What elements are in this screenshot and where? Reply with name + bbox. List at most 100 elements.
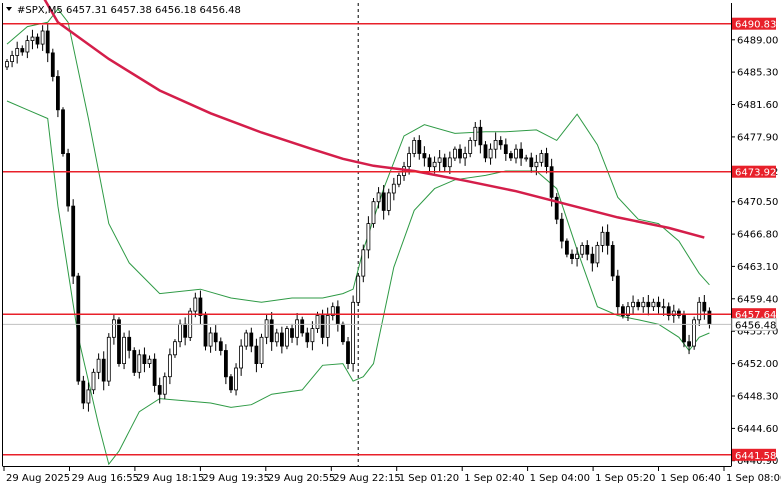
candle-body (25, 40, 30, 53)
candle-body (127, 336, 132, 351)
x-tick-label: 1 Sep 05:20 (595, 473, 655, 484)
x-tick-label: 29 Aug 16:55 (72, 473, 139, 484)
candle-body (279, 332, 284, 347)
candle-body (427, 157, 432, 168)
y-tick-label: 6440.90 (737, 456, 778, 467)
candle-body (96, 358, 101, 373)
candle-body (422, 153, 427, 159)
candle-body (56, 76, 60, 111)
candle-body (468, 139, 473, 154)
candle-body (661, 306, 666, 309)
candle-body (239, 345, 244, 369)
menu-triangle-icon[interactable] (6, 7, 12, 11)
candles-layer (5, 23, 712, 412)
candle-body (330, 306, 335, 316)
candle-body (351, 301, 356, 364)
candle-body (335, 306, 340, 325)
candle-body (478, 126, 483, 146)
candle-body (488, 148, 493, 159)
candle-body (259, 336, 264, 364)
candle-body (274, 332, 279, 343)
candle-body (437, 157, 442, 163)
candle-body (137, 354, 142, 373)
candle-body (167, 354, 172, 378)
candle-body (529, 157, 534, 168)
candle-body (81, 380, 86, 404)
candle-body (707, 310, 712, 325)
candle-body (432, 161, 437, 168)
x-tick-label: 1 Sep 01:20 (399, 473, 459, 484)
candle-body (580, 244, 585, 255)
candle-body (86, 389, 91, 404)
candle-body (376, 192, 381, 203)
candle-body (407, 153, 412, 168)
moving-average-line (43, 0, 705, 239)
candle-body (66, 153, 70, 207)
x-tick-label: 1 Sep 08:00 (726, 473, 781, 484)
candle-body (519, 148, 523, 159)
candle-body (183, 323, 188, 338)
chart-header: #SPX,M5 6457.31 6457.38 6456.18 6456.48 (6, 5, 241, 16)
candle-body (524, 157, 529, 160)
candle-body (544, 153, 549, 168)
candle-body (636, 301, 641, 308)
candle-body (142, 354, 147, 364)
x-tick-label: 29 Aug 2025 (6, 473, 70, 484)
candle-body (503, 144, 508, 155)
candle-body (656, 301, 661, 308)
candle-body (595, 244, 600, 264)
candle-body (157, 385, 162, 395)
y-tick-label: 6470.50 (737, 197, 778, 208)
candle-body (203, 315, 208, 347)
candle-body (473, 126, 478, 141)
candle-body (198, 297, 203, 316)
y-tick-label: 6444.60 (737, 424, 778, 435)
candle-body (641, 301, 646, 308)
candle-body (152, 358, 157, 386)
candle-body (371, 201, 376, 224)
candle-body (381, 192, 386, 211)
candle-body (458, 148, 462, 159)
candle-body (254, 345, 259, 365)
candle-body (356, 275, 361, 303)
candle-body (91, 371, 96, 391)
candle-body (615, 275, 620, 308)
candle-body (249, 332, 254, 347)
y-tick-label: 6477.90 (737, 132, 778, 143)
candle-body (361, 249, 366, 277)
candle-body (493, 139, 498, 150)
candle-body (554, 196, 559, 220)
y-tick-label: 6485.30 (737, 68, 778, 79)
level-price-tag (732, 448, 776, 461)
candle-body (244, 332, 249, 347)
candle-body (391, 183, 396, 194)
candle-body (697, 301, 702, 321)
candle-body (218, 341, 223, 351)
candle-body (213, 332, 218, 343)
candle-body (269, 319, 274, 343)
candle-body (320, 315, 325, 338)
candle-body (264, 319, 269, 338)
x-tick-label: 1 Sep 02:40 (464, 473, 524, 484)
y-tick-label: 6459.40 (737, 294, 778, 305)
candle-body (534, 161, 539, 168)
candle-body (514, 148, 518, 159)
candle-body (687, 341, 691, 347)
candle-body (366, 223, 371, 251)
candle-body (646, 301, 651, 308)
candle-body (702, 301, 707, 312)
candle-body (132, 350, 137, 373)
candle-body (692, 319, 696, 347)
candle-body (300, 319, 305, 334)
candle-body (61, 109, 65, 155)
candle-body (575, 253, 579, 259)
candle-body (173, 341, 177, 356)
y-tick-label: 6463.10 (737, 262, 778, 273)
y-tick-label: 6455.70 (737, 327, 778, 338)
x-tick-label: 29 Aug 22:15 (333, 473, 400, 484)
candle-body (178, 323, 183, 343)
candle-body (442, 157, 447, 168)
moving-average-layer (43, 0, 705, 239)
